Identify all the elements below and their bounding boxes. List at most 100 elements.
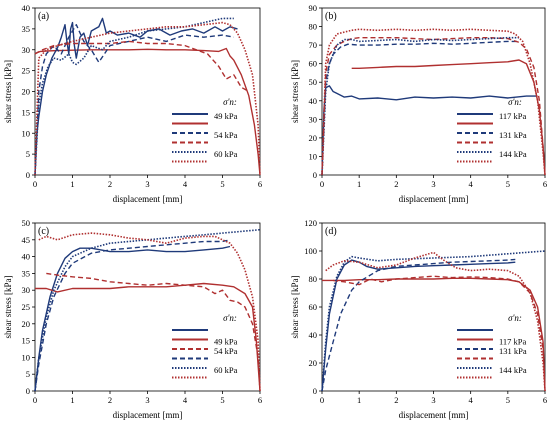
legend-label: 144 kPa — [499, 149, 527, 159]
x-tick-label: 1 — [357, 179, 361, 189]
y-tick-label: 20 — [22, 87, 31, 97]
y-tick-label: 20 — [309, 358, 318, 368]
y-tick-label: 5 — [26, 369, 30, 379]
legend-label: 117 kPa — [499, 337, 527, 347]
chart-panel-1: 0 5 10 15 20 25 30 35 40 0 1 2 3 4 5 6 displacement [mm]… — [3, 3, 262, 204]
series-line-49-kpa — [34, 47, 261, 176]
y-tick-label: 15 — [22, 107, 31, 117]
y-tick-label: 60 — [309, 59, 318, 69]
y-tick-label: 30 — [309, 114, 318, 124]
legend-label: 117 kPa — [499, 111, 527, 121]
x-tick-label: 0 — [33, 179, 37, 189]
y-tick-label: 40 — [309, 330, 318, 340]
x-tick-label: 6 — [258, 179, 262, 189]
x-tick-label: 0 — [33, 395, 37, 405]
x-tick-label: 5 — [220, 395, 224, 405]
y-tick-label: 15 — [22, 336, 31, 346]
series-line-54-kpa — [34, 24, 234, 176]
legend-label: 60 kPa — [214, 365, 238, 375]
x-axis-title: displacement [mm] — [113, 410, 183, 420]
panel-label: (c) — [38, 226, 49, 237]
y-tick-label: 35 — [22, 24, 31, 34]
y-tick-label: 90 — [309, 3, 318, 13]
x-tick-label: 3 — [431, 395, 435, 405]
x-tick-label: 0 — [320, 395, 324, 405]
x-tick-label: 2 — [394, 179, 398, 189]
y-tick-label: 20 — [309, 133, 318, 143]
series-line-131-kpa-residual- — [333, 275, 546, 392]
y-tick-label: 0 — [313, 386, 317, 396]
series-line-131-kpa — [321, 258, 516, 392]
y-axis-title: shear stress [kPa] — [3, 276, 13, 339]
legend-title: σ'n: — [508, 97, 522, 107]
y-tick-label: 70 — [309, 40, 318, 50]
x-tick-label: 4 — [183, 395, 188, 405]
y-tick-label: 40 — [22, 252, 31, 262]
legend-title: σ'n: — [223, 313, 237, 323]
y-tick-label: 45 — [22, 235, 31, 245]
series-line-49-kpa-residual- — [35, 282, 261, 392]
series-line-144-kpa-residual- — [325, 251, 546, 392]
x-axis-title: displacement [mm] — [113, 194, 183, 204]
y-tick-label: 10 — [309, 151, 318, 161]
y-tick-label: 25 — [22, 302, 31, 312]
legend-label: 54 kPa — [214, 346, 238, 356]
y-tick-label: 50 — [309, 77, 318, 87]
y-tick-label: 40 — [309, 96, 318, 106]
y-tick-label: 30 — [22, 45, 31, 55]
y-tick-label: 40 — [22, 3, 31, 13]
panel-label: (d) — [325, 226, 337, 237]
y-axis-title: shear stress [kPa] — [3, 60, 13, 123]
series-line-60-kpa — [34, 17, 234, 176]
legend-label: 60 kPa — [214, 149, 238, 159]
panel-label: (a) — [38, 11, 49, 22]
legend-label: 54 kPa — [214, 130, 238, 140]
y-tick-label: 35 — [22, 268, 31, 278]
legend-label: 131 kPa — [499, 346, 527, 356]
x-axis-title: displacement [mm] — [399, 410, 469, 420]
series-line-49-kpa — [34, 245, 231, 392]
series-line-131-kpa-residual- — [321, 37, 546, 176]
x-tick-label: 6 — [543, 395, 547, 405]
series-line-144-kpa — [321, 250, 546, 392]
x-tick-label: 0 — [320, 179, 324, 189]
y-tick-label: 60 — [309, 302, 318, 312]
x-tick-label: 3 — [145, 179, 149, 189]
x-tick-label: 5 — [220, 179, 224, 189]
legend-label: 131 kPa — [499, 130, 527, 140]
x-tick-label: 1 — [70, 395, 74, 405]
x-tick-label: 3 — [145, 395, 149, 405]
x-tick-label: 4 — [469, 395, 474, 405]
y-tick-label: 25 — [22, 66, 31, 76]
y-tick-label: 20 — [22, 319, 31, 329]
series-line-54-kpa — [34, 239, 231, 392]
legend-title: σ'n: — [508, 313, 522, 323]
series-line-144-kpa — [321, 36, 519, 176]
x-tick-label: 6 — [543, 179, 547, 189]
y-tick-label: 0 — [26, 386, 30, 396]
series-line-117-kpa — [321, 85, 538, 176]
y-tick-label: 10 — [22, 352, 31, 362]
series-line-49-kpa-peak-series- — [34, 17, 238, 176]
y-tick-label: 100 — [304, 246, 317, 256]
y-tick-label: 80 — [309, 274, 318, 284]
y-axis-title: shear stress [kPa] — [290, 276, 300, 339]
y-tick-label: 120 — [304, 218, 317, 228]
series-line-54-kpa-residual- — [46, 272, 261, 392]
x-tick-label: 2 — [108, 395, 112, 405]
legend-label: 144 kPa — [499, 365, 527, 375]
series-line-144-kpa-residual- — [321, 28, 546, 176]
x-tick-label: 2 — [394, 395, 398, 405]
y-tick-label: 30 — [22, 285, 31, 295]
x-tick-label: 5 — [506, 395, 510, 405]
chart-panel-2: 0 10 20 30 40 50 60 70 80 90 0 1 2 3 4 5 6 displacement [… — [290, 3, 547, 204]
panel-label: (b) — [325, 11, 337, 22]
x-tick-label: 3 — [431, 179, 435, 189]
chart-panel-4: 0 20 40 60 80 100 120 0 1 2 3 4 5 6 displacement [mm] s… — [290, 218, 547, 420]
y-tick-label: 0 — [26, 170, 30, 180]
y-tick-label: 10 — [22, 128, 31, 138]
legend-label: 49 kPa — [214, 337, 238, 347]
y-tick-label: 80 — [309, 22, 318, 32]
